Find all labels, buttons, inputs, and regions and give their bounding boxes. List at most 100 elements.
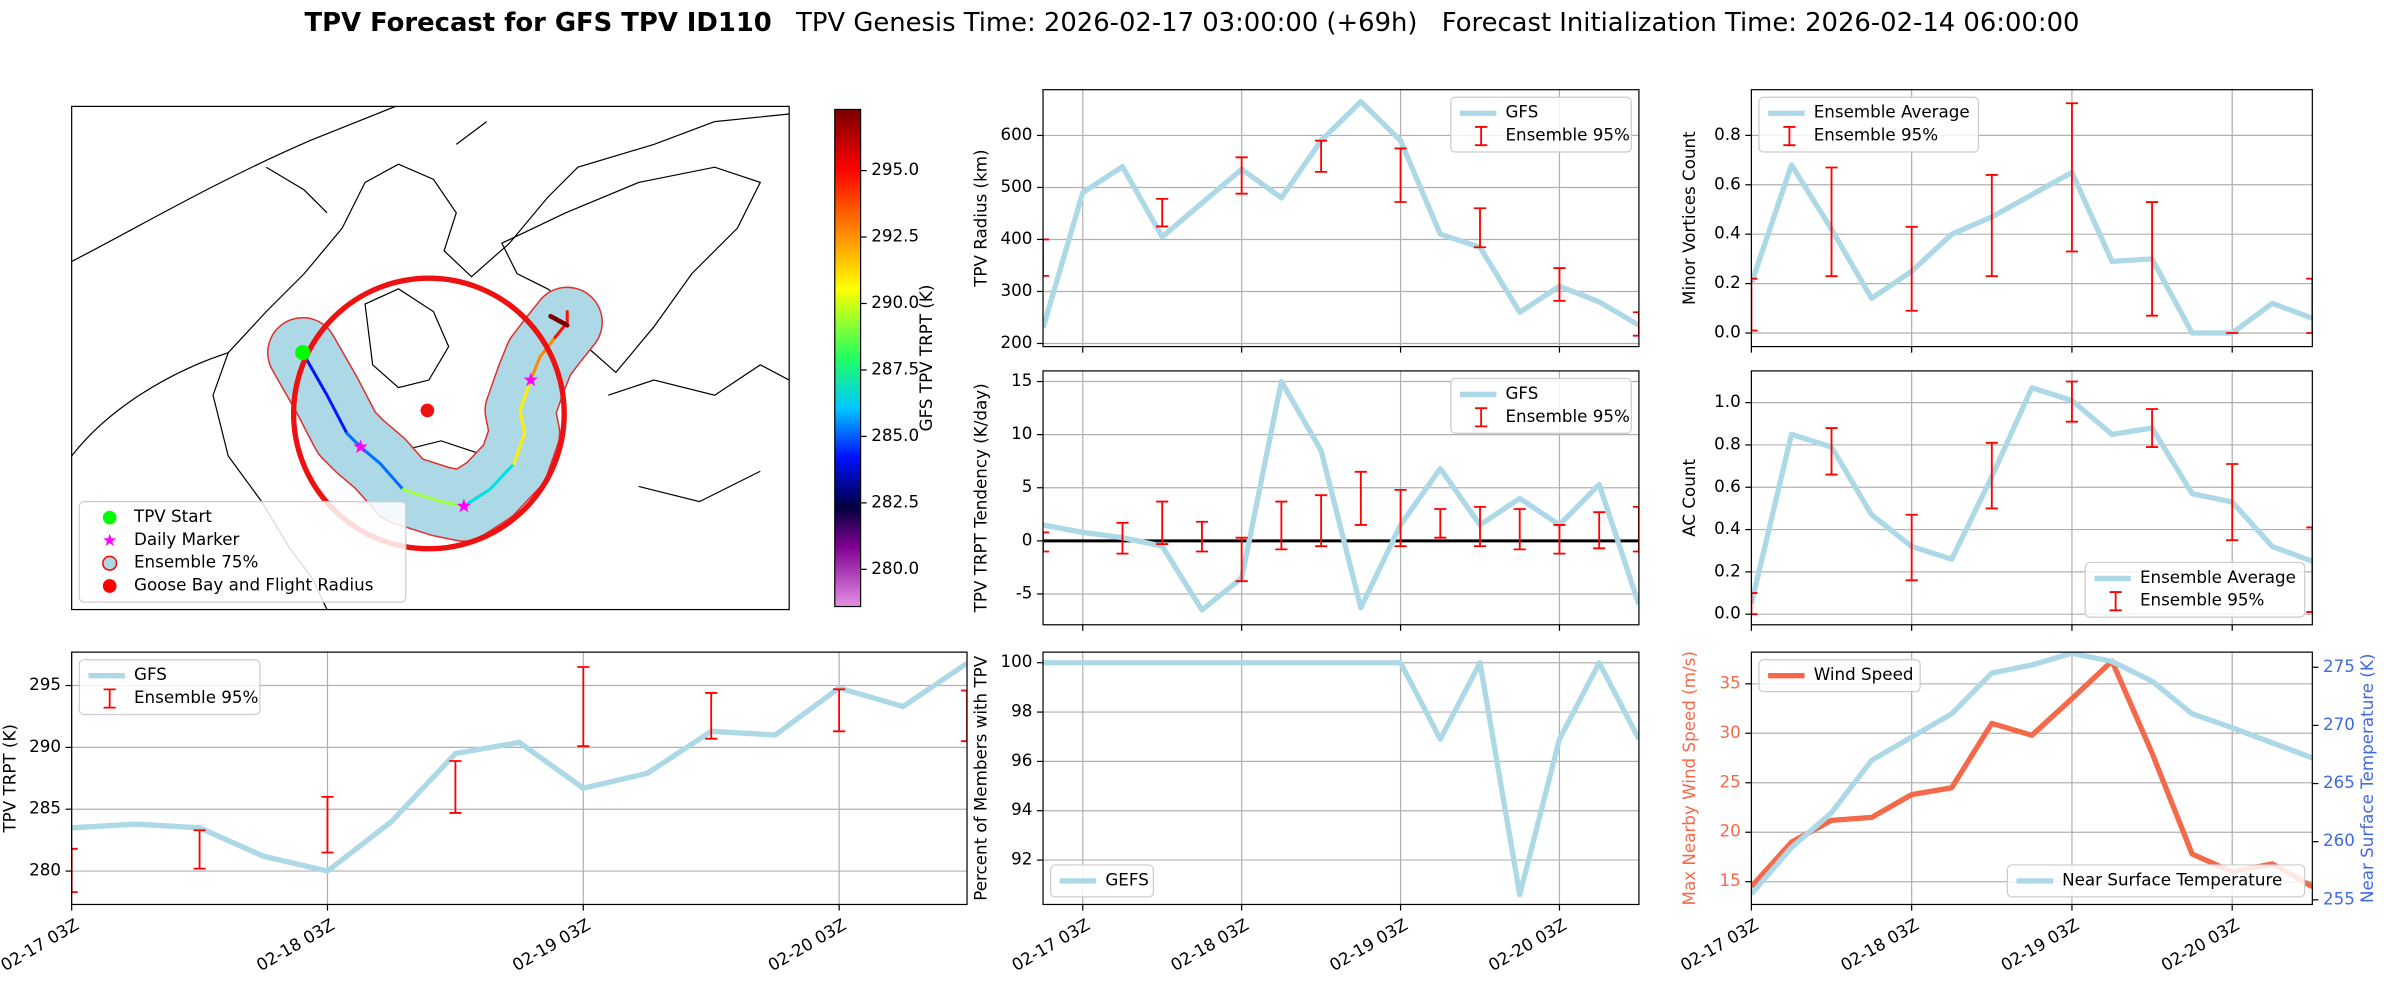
legend-label: Wind Speed <box>1814 664 1914 684</box>
y-tick-label: 35 <box>1719 672 1740 692</box>
error-bar <box>1825 427 1838 476</box>
legend-box <box>1758 659 1921 693</box>
legend-swatch <box>1475 407 1488 428</box>
track-segment <box>512 378 533 466</box>
legend-swatch <box>102 555 118 571</box>
legend-label: Ensemble Average <box>2140 567 2296 587</box>
y-tick-label: 1.0 <box>1714 391 1741 411</box>
y-tick-label: 0.0 <box>1714 603 1741 623</box>
track-segment <box>553 310 569 339</box>
colorbar-tick-label: 290.0 <box>871 292 919 312</box>
legend-label: Daily Marker <box>134 529 240 549</box>
y-axis-label: TPV Radius (km) <box>971 149 991 287</box>
colorbar-label: GFS TPV TRPT (K) <box>916 285 936 432</box>
y-tick-label: 0.6 <box>1714 476 1741 496</box>
error-bar <box>1473 505 1487 548</box>
plot-marks <box>1751 102 2313 336</box>
legend: GEFS <box>1050 864 1154 898</box>
y-tick-label: 0 <box>1022 529 1033 549</box>
y2-tick-label: 270 <box>2323 714 2355 734</box>
error-bar <box>2306 526 2313 613</box>
error-bar <box>1434 508 1447 539</box>
axes-frame <box>1750 651 2313 906</box>
error-bar <box>1513 508 1526 551</box>
legend-swatch <box>1475 126 1488 147</box>
axes-frame <box>71 651 968 906</box>
axes-frame <box>1750 370 2313 626</box>
y-tick-label: 400 <box>1000 228 1032 248</box>
error-bar <box>1116 521 1129 555</box>
error-bar <box>1593 511 1606 550</box>
y-axis-label: AC Count <box>1679 459 1699 537</box>
plot-marks <box>71 661 968 894</box>
series-line <box>1043 98 1639 329</box>
y-tick-label: 0.4 <box>1714 518 1741 538</box>
error-bar <box>321 795 334 854</box>
y-tick-label: 25 <box>1719 771 1740 791</box>
error-bar <box>1354 470 1367 526</box>
plot-marks <box>1043 98 1639 337</box>
y-tick-label: 100 <box>1000 651 1032 671</box>
y-tick-label: 0.8 <box>1714 124 1741 144</box>
legend-label: Ensemble Average <box>1814 102 1970 122</box>
colorbar <box>834 108 862 608</box>
error-bar <box>2306 277 2313 334</box>
error-bar <box>1394 147 1407 203</box>
axes-frame <box>1042 370 1640 626</box>
legend: GFS Ensemble 95% <box>1450 377 1632 434</box>
error-bar <box>1043 531 1050 553</box>
error-bar <box>833 688 846 733</box>
legend-label: Ensemble 95% <box>1505 406 1629 426</box>
suptitle: TPV Forecast for GFS TPV ID110 TPV Genesi… <box>305 7 2080 37</box>
legend-swatch <box>102 579 117 593</box>
legend: Ensemble Average Ensemble 95% <box>1758 96 1980 153</box>
error-bar <box>1315 139 1328 173</box>
error-bar <box>1632 311 1639 337</box>
error-bar <box>1394 488 1407 548</box>
y-tick-label: 600 <box>1000 124 1032 144</box>
legend-box <box>78 501 407 603</box>
y-axis-label: TPV TRPT Tendency (K/day) <box>971 383 991 613</box>
error-bar <box>1315 494 1328 548</box>
legend-label: GFS <box>1505 383 1538 403</box>
y-axis-label: Max Nearby Wind Speed (m/s) <box>1679 651 1699 905</box>
colorbar-tick-label: 280.0 <box>871 558 919 578</box>
coastline <box>265 121 503 487</box>
title-main: TPV Forecast for GFS TPV ID110 <box>305 7 772 37</box>
y-tick-label: 30 <box>1719 722 1740 742</box>
track-segment <box>401 487 466 508</box>
legend-label: Goose Bay and Flight Radius <box>134 575 373 595</box>
y-tick-label: 285 <box>29 798 61 818</box>
y-axis-label: TPV TRPT (K) <box>0 724 19 834</box>
map-frame <box>71 105 790 611</box>
y2-tick-label: 265 <box>2323 772 2355 792</box>
flight-radius <box>290 275 567 552</box>
error-bar <box>1043 238 1050 277</box>
title-genesis: TPV Genesis Time: 2026-02-17 03:00:00 (+… <box>795 7 1417 37</box>
legend-label: Ensemble 95% <box>2140 590 2264 610</box>
colorbar-tick-label: 295.0 <box>871 159 919 179</box>
plot-area <box>1043 652 1639 905</box>
error-bar <box>1751 277 1758 332</box>
y-tick-label: 295 <box>29 674 61 694</box>
y-tick-label: 0.2 <box>1714 560 1741 580</box>
error-bar <box>705 692 718 740</box>
series-line <box>1043 378 1639 613</box>
error-bar <box>1632 505 1639 553</box>
y-tick-label: 0.2 <box>1714 272 1741 292</box>
legend-label: Ensemble 95% <box>1814 125 1938 145</box>
error-bar <box>2065 102 2079 253</box>
legend-box <box>1758 96 1980 153</box>
error-bar <box>1985 173 1998 278</box>
track-segment <box>301 351 349 435</box>
y-tick-label: -5 <box>1016 582 1033 602</box>
y-tick-label: 96 <box>1011 750 1032 770</box>
legend-swatch <box>103 688 116 709</box>
series-line <box>71 661 968 874</box>
error-bar <box>1275 500 1288 551</box>
coastline <box>608 364 790 503</box>
colorbar-tick-label: 285.0 <box>871 425 919 445</box>
error-bar <box>1156 500 1169 545</box>
error-bar <box>2226 463 2239 542</box>
